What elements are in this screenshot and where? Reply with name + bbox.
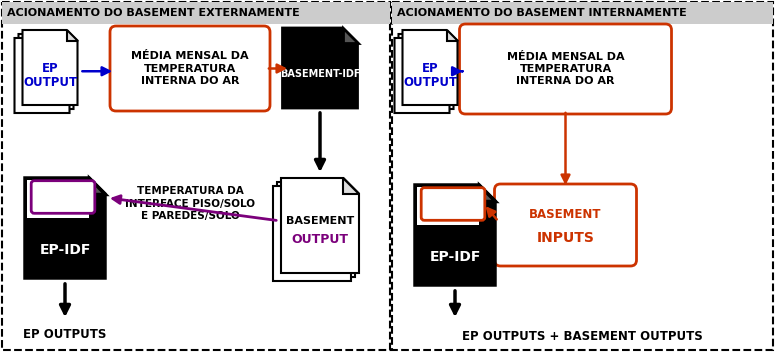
Text: BASEMENT: BASEMENT	[529, 208, 601, 221]
FancyBboxPatch shape	[28, 219, 102, 275]
Text: EP OUTPUTS: EP OUTPUTS	[23, 329, 107, 341]
FancyBboxPatch shape	[27, 180, 89, 218]
Polygon shape	[283, 28, 357, 108]
Polygon shape	[446, 30, 457, 41]
Polygon shape	[398, 34, 453, 109]
Text: MÉDIA MENSAL DA
TEMPERATURA
INTERNA DO AR: MÉDIA MENSAL DA TEMPERATURA INTERNA DO A…	[507, 52, 625, 87]
FancyBboxPatch shape	[2, 2, 390, 350]
Text: ACIONAMENTO DO BASEMENT EXTERNAMENTE: ACIONAMENTO DO BASEMENT EXTERNAMENTE	[7, 8, 300, 18]
FancyBboxPatch shape	[418, 226, 492, 282]
FancyBboxPatch shape	[392, 2, 773, 24]
Polygon shape	[415, 185, 495, 285]
FancyBboxPatch shape	[460, 24, 671, 114]
FancyBboxPatch shape	[494, 184, 636, 266]
FancyBboxPatch shape	[31, 181, 95, 213]
Polygon shape	[15, 38, 70, 113]
FancyBboxPatch shape	[392, 2, 773, 350]
Polygon shape	[89, 178, 105, 194]
FancyBboxPatch shape	[417, 187, 479, 225]
Text: EP-IDF: EP-IDF	[40, 243, 91, 257]
Text: BASEMENT-IDF: BASEMENT-IDF	[280, 69, 360, 79]
Text: OUTPUT: OUTPUT	[291, 233, 349, 246]
Text: EP-IDF: EP-IDF	[429, 250, 480, 264]
Polygon shape	[25, 178, 105, 278]
Text: TEMPERATURA DA
INTERFACE PISO/SOLO
E PAREDES/SOLO: TEMPERATURA DA INTERFACE PISO/SOLO E PAR…	[125, 186, 255, 221]
Text: EP
OUTPUT: EP OUTPUT	[23, 62, 77, 89]
Text: ACIONAMENTO DO BASEMENT INTERNAMENTE: ACIONAMENTO DO BASEMENT INTERNAMENTE	[397, 8, 687, 18]
FancyBboxPatch shape	[421, 188, 485, 220]
Text: MÉDIA MENSAL DA
TEMPERATURA
INTERNA DO AR: MÉDIA MENSAL DA TEMPERATURA INTERNA DO A…	[131, 51, 249, 86]
FancyBboxPatch shape	[2, 2, 390, 24]
Text: INPUTS: INPUTS	[536, 231, 594, 245]
FancyBboxPatch shape	[110, 26, 270, 111]
Polygon shape	[281, 178, 359, 273]
Polygon shape	[273, 186, 351, 281]
Polygon shape	[277, 182, 355, 277]
Polygon shape	[343, 28, 357, 43]
Polygon shape	[22, 30, 78, 105]
Text: EP OUTPUTS + BASEMENT OUTPUTS: EP OUTPUTS + BASEMENT OUTPUTS	[462, 330, 703, 344]
Text: EP
OUTPUT: EP OUTPUT	[403, 62, 457, 89]
Polygon shape	[19, 34, 74, 109]
Polygon shape	[343, 178, 359, 194]
Polygon shape	[394, 38, 450, 113]
Text: BASEMENT: BASEMENT	[286, 216, 354, 226]
Polygon shape	[402, 30, 457, 105]
Polygon shape	[479, 185, 495, 201]
Polygon shape	[67, 30, 78, 41]
